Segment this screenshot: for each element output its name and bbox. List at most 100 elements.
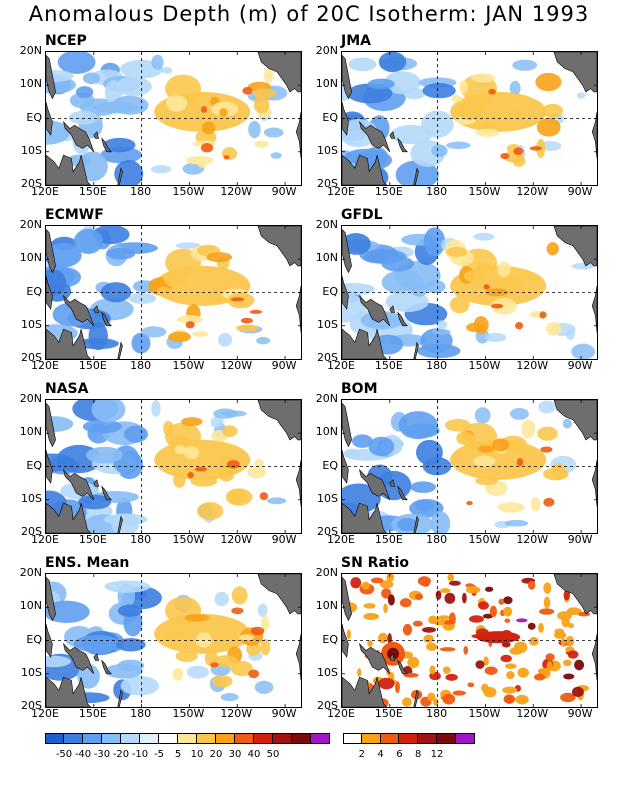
y-tick-label: 10N [315,77,338,91]
y-tick-label: 20S [317,699,338,712]
x-tick-label: 150W [172,359,205,372]
x-tick-label: 150W [468,707,501,720]
y-tick-label: 20N [315,44,338,57]
colorbar-swatch [235,733,254,744]
panel-title: GFDL [341,207,383,223]
x-tick-label: 120W [220,185,253,198]
colorbar-frame [343,733,475,744]
y-tick-label: 20S [21,177,42,190]
page-title: Anomalous Depth (m) of 20C Isotherm: JAN… [28,2,590,26]
map-field [45,573,302,708]
positive-anomaly-field [450,72,564,167]
x-tick-label: 120E [31,707,59,720]
colorbar-swatch [399,733,419,744]
y-tick-label: 20S [21,525,42,538]
y-tick-label: 10S [21,491,42,505]
map-field [45,225,302,360]
colorbar-swatch [178,733,197,744]
panel-title: SN Ratio [341,555,410,571]
y-tick-label: EQ [26,110,42,124]
x-tick-label: 150E [78,185,107,198]
colorbar-label: 6 [396,749,403,760]
x-tick-label: 150W [172,185,205,198]
y-tick-label: 10N [315,425,338,439]
x-tick-label: 150W [468,359,501,372]
land-mask [46,52,301,185]
x-tick-label: 150E [374,185,403,198]
x-tick-label: 120W [220,707,253,720]
y-tick-label: 20N [315,218,338,231]
colorbar-swatch [121,733,140,744]
sn-ratio-colorbar: 2 4 6 8 12 [343,733,475,763]
y-tick-label: EQ [26,458,42,472]
x-tick-label: 120E [327,533,355,546]
colorbar-label: -40 [74,749,92,760]
map-field [45,51,302,186]
colorbar-swatch [361,733,381,744]
colorbar-label: 4 [377,749,384,760]
land-mask [342,574,597,707]
colorbar-label: -20 [112,749,130,760]
colorbar-swatch [273,733,292,744]
colorbar-swatch [159,733,178,744]
panel-title: ECMWF [45,207,104,223]
panel-title: NASA [45,381,89,397]
land-mask [342,400,597,533]
y-tick-label: EQ [26,632,42,646]
x-tick-label: 180 [426,185,448,198]
map-field [341,399,598,534]
x-tick-label: 180 [426,533,448,546]
x-tick-label: 120E [31,185,59,198]
colorbar-frame [45,733,330,744]
panel-nasa: NASA 20N 10N EQ 10S 20S 120E 150E 180 150W 120W 90W [20,381,302,546]
y-tick-label: 10N [19,251,42,265]
y-tick-label: 10S [21,665,42,679]
y-tick-label: 10N [315,599,338,613]
x-tick-label: 180 [426,359,448,372]
y-tick-label: 20N [19,566,42,579]
panel-title: BOM [341,381,378,397]
x-tick-label: 120W [220,533,253,546]
y-tick-label: 20N [315,566,338,579]
x-tick-label: 120W [516,533,549,546]
positive-anomaly-field [154,586,271,688]
x-tick-label: 150W [468,533,501,546]
x-tick-label: 90W [567,185,593,198]
x-tick-label: 90W [271,707,297,720]
map-field [341,225,598,360]
colorbar-label: -30 [93,749,111,760]
y-tick-label: 10S [317,317,338,331]
panel-jma: JMA 20N 10N EQ 10S 20S 120E 150E 180 150W 120W 90W [316,33,598,198]
x-tick-label: 120W [516,185,549,198]
y-tick-label: EQ [26,284,42,298]
y-tick-label: EQ [322,458,338,472]
colorbar-label: 40 [247,749,261,760]
x-tick-label: 150W [172,707,205,720]
colorbar-swatch [418,733,437,744]
y-tick-label: 20S [317,177,338,190]
y-tick-label: 20N [315,392,338,405]
panel-title: ENS. Mean [45,555,130,571]
y-tick-label: 20N [19,44,42,57]
colorbar-swatch [45,733,64,744]
x-tick-label: 180 [130,707,152,720]
panel-title: NCEP [45,33,87,49]
colorbar-label: 10 [190,749,204,760]
x-tick-label: 90W [567,707,593,720]
y-tick-label: 20N [19,392,42,405]
panel-ens-mean: ENS. Mean 20N 10N EQ 10S 20S 120E 150E 180 150W 12… [20,555,302,720]
y-tick-label: 10S [21,317,42,331]
x-tick-label: 120E [327,185,355,198]
colorbar-swatch [380,733,400,744]
x-tick-label: 150E [374,533,403,546]
x-tick-label: 120E [327,359,355,372]
y-tick-label: 10N [19,77,42,91]
land-mask [342,226,597,359]
y-tick-label: 20S [317,525,338,538]
y-tick-label: EQ [322,284,338,298]
positive-anomaly-field [444,239,562,336]
land-mask [342,52,597,185]
map-field [45,399,302,534]
y-tick-label: 10N [19,599,42,613]
x-tick-label: 120E [327,707,355,720]
